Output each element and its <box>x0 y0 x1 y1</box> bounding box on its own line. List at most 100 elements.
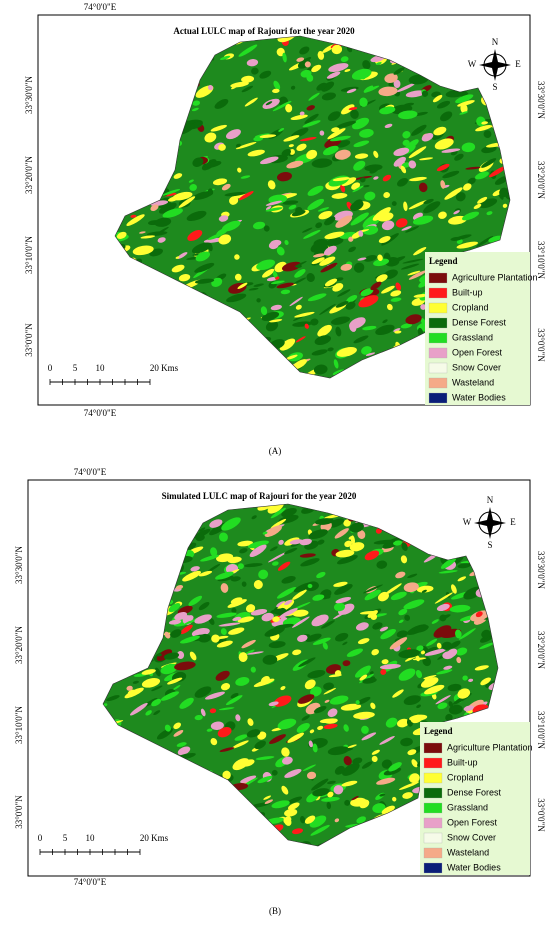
land-patch <box>362 60 371 70</box>
land-patch <box>386 303 393 311</box>
land-patch <box>317 539 325 545</box>
panel-label: (B) <box>269 906 281 916</box>
latitude-label: 33°30'0"N <box>536 551 546 589</box>
land-patch <box>327 347 334 352</box>
land-patch <box>188 179 194 183</box>
legend-swatch <box>428 332 448 344</box>
land-patch <box>241 581 247 587</box>
map-title: Actual LULC map of Rajouri for the year … <box>173 26 355 36</box>
scale-label: 20 Kms <box>150 363 179 373</box>
land-patch <box>450 236 462 241</box>
land-patch <box>210 721 224 730</box>
compass-s: S <box>487 540 492 550</box>
land-patch <box>170 629 182 638</box>
scale-label: 5 <box>63 833 68 843</box>
land-patch <box>359 128 374 138</box>
land-patch <box>393 156 406 167</box>
land-patch <box>333 359 339 369</box>
land-patch <box>401 162 411 168</box>
land-patch <box>438 211 447 219</box>
land-patch <box>413 294 428 298</box>
compass-star <box>474 507 506 539</box>
land-patch <box>106 695 120 702</box>
land-patch <box>314 335 332 345</box>
land-patch <box>273 80 281 90</box>
land-patch <box>325 594 331 599</box>
scale-label: 5 <box>73 363 78 373</box>
land-patch <box>424 684 445 695</box>
land-patch <box>262 654 278 665</box>
land-patch <box>381 233 399 246</box>
land-patch <box>411 759 418 768</box>
land-patch <box>287 732 305 743</box>
land-patch <box>237 540 253 547</box>
land-patch <box>494 175 509 185</box>
land-patch <box>373 539 396 545</box>
land-patch <box>180 624 193 635</box>
land-patch <box>211 634 220 643</box>
land-patch <box>312 743 318 753</box>
legend-swatch <box>423 787 443 799</box>
land-patch <box>303 229 321 239</box>
land-patch <box>356 816 366 824</box>
land-patch <box>408 270 427 280</box>
land-patch <box>265 320 279 332</box>
land-patch <box>237 563 244 570</box>
land-patch <box>188 595 203 606</box>
land-patch <box>132 680 139 684</box>
land-patch <box>300 558 320 567</box>
land-patch <box>454 153 464 161</box>
land-patch <box>349 323 357 332</box>
land-patch <box>176 650 185 660</box>
land-patch <box>247 540 269 549</box>
land-patch <box>265 206 272 210</box>
land-patch <box>437 702 448 710</box>
land-patch <box>194 614 212 624</box>
land-patch <box>272 561 279 566</box>
land-patch <box>440 111 453 122</box>
land-patch <box>283 135 300 142</box>
latitude-label: 33°30'0"N <box>24 76 34 114</box>
land-patch <box>405 314 422 325</box>
land-patch <box>376 274 388 283</box>
land-patch <box>262 98 280 109</box>
land-patch <box>381 659 389 665</box>
land-patch <box>396 83 416 93</box>
land-patch <box>265 101 273 106</box>
land-patch <box>467 177 476 185</box>
land-patch <box>436 669 453 675</box>
land-patch <box>268 552 287 563</box>
land-patch <box>263 795 272 800</box>
land-patch <box>446 648 458 658</box>
land-patch <box>449 640 461 649</box>
land-patch <box>172 684 181 691</box>
land-patch <box>310 824 330 836</box>
land-patch <box>253 283 264 287</box>
legend-label: Wasteland <box>452 377 494 387</box>
land-patch <box>323 245 337 256</box>
land-patch <box>381 805 395 815</box>
land-patch <box>457 576 467 582</box>
land-patch <box>393 540 403 546</box>
land-patch <box>258 569 269 580</box>
land-patch <box>276 587 297 599</box>
land-patch <box>168 619 182 625</box>
land-patch <box>388 256 406 265</box>
land-patch <box>294 260 307 267</box>
land-patch <box>244 97 258 107</box>
land-patch <box>228 627 245 635</box>
land-patch <box>216 612 237 618</box>
compass-w: W <box>463 517 472 527</box>
land-patch <box>362 225 379 235</box>
land-patch <box>323 723 338 730</box>
land-patch <box>323 687 336 695</box>
land-patch <box>292 649 302 656</box>
land-patch <box>364 550 380 561</box>
land-patch <box>403 695 421 706</box>
latitude-label: 33°30'0"N <box>536 81 546 119</box>
land-patch <box>398 668 416 681</box>
land-patch <box>362 325 377 331</box>
land-patch <box>357 530 366 539</box>
land-patch <box>126 685 133 691</box>
land-patch <box>281 508 297 518</box>
